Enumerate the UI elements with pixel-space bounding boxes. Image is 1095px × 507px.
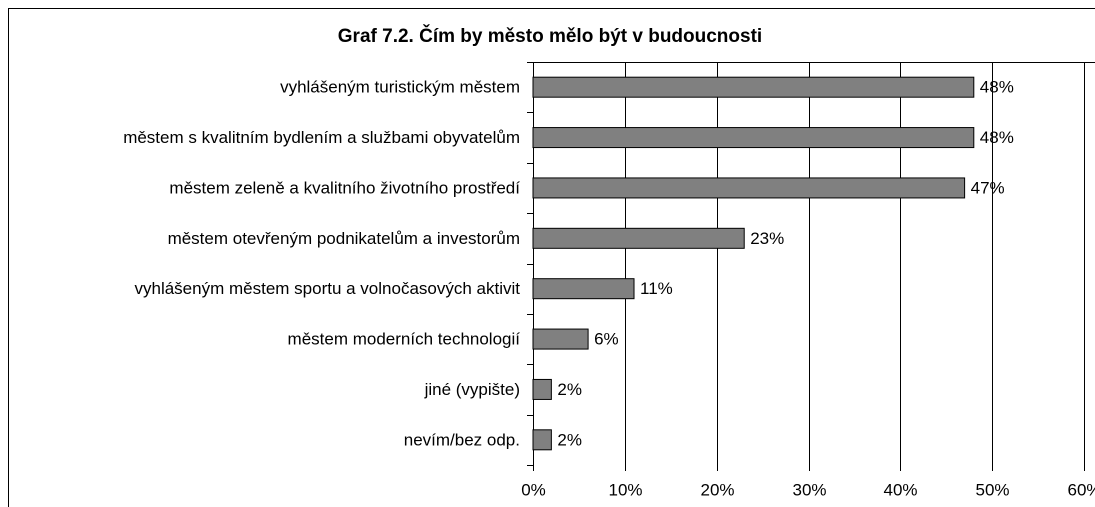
y-tick-label: městem s kvalitním bydlením a službami o… bbox=[123, 128, 520, 147]
bar bbox=[532, 127, 975, 149]
y-tick-label: jiné (vypište) bbox=[424, 380, 520, 399]
value-label: 47% bbox=[971, 178, 1005, 197]
y-tick-label: nevím/bez odp. bbox=[404, 430, 520, 449]
value-label: 23% bbox=[750, 229, 784, 248]
x-tick-label: 40% bbox=[883, 480, 917, 499]
bar bbox=[532, 429, 552, 451]
y-tick-label: městem otevřeným podnikatelům a investor… bbox=[168, 229, 520, 248]
x-tick-label: 20% bbox=[700, 480, 734, 499]
x-tick-label: 30% bbox=[792, 480, 826, 499]
chart-title: Graf 7.2. Čím by město mělo být v budouc… bbox=[338, 25, 762, 47]
value-label: 2% bbox=[557, 430, 582, 449]
value-label: 11% bbox=[640, 279, 673, 298]
value-label: 2% bbox=[557, 380, 582, 399]
bar bbox=[532, 278, 635, 300]
bar bbox=[532, 227, 745, 249]
x-tick-label: 50% bbox=[975, 480, 1009, 499]
x-tick-label: 0% bbox=[521, 480, 546, 499]
value-label: 48% bbox=[980, 78, 1014, 97]
value-label: 6% bbox=[594, 330, 619, 349]
y-tick-label: vyhlášeným městem sportu a volnočasových… bbox=[135, 279, 521, 298]
x-tick-label: 10% bbox=[608, 480, 642, 499]
bar bbox=[532, 378, 552, 400]
y-tick-label: městem moderních technologií bbox=[288, 330, 521, 349]
y-tick-label: městem zeleně a kvalitního životního pro… bbox=[169, 178, 520, 197]
y-tick-label: vyhlášeným turistickým městem bbox=[280, 78, 520, 97]
x-tick-label: 60% bbox=[1067, 480, 1095, 499]
bar bbox=[532, 76, 975, 98]
bar bbox=[532, 328, 589, 350]
bar bbox=[532, 177, 966, 199]
value-label: 48% bbox=[980, 128, 1014, 147]
